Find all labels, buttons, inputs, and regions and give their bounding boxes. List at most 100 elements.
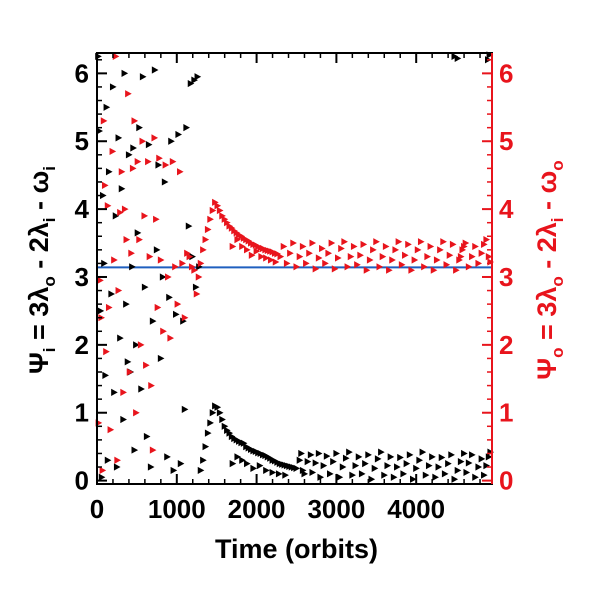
y-tick-label-right: 2 <box>499 330 513 360</box>
data-point-psi_o <box>197 259 205 268</box>
data-point-psi_o <box>398 261 406 269</box>
data-point-psi_o <box>253 247 261 255</box>
data-point-psi_i <box>159 273 167 281</box>
data-point-psi_i <box>229 460 237 468</box>
data-point-psi_i <box>371 464 379 472</box>
data-point-psi_o <box>109 147 117 156</box>
x-tick-label: 2000 <box>228 494 286 524</box>
data-point-psi_i <box>216 409 224 417</box>
data-point-psi_i <box>397 453 404 462</box>
data-point-psi_i <box>117 334 124 342</box>
y-tick-label-left: 2 <box>75 330 89 360</box>
data-point-psi_i <box>219 415 226 424</box>
data-point-psi_i <box>487 448 495 456</box>
data-point-psi_i <box>410 475 417 483</box>
data-point-psi_i <box>177 460 185 468</box>
y-tick-label-left: 1 <box>75 398 89 428</box>
data-point-psi_o <box>136 236 143 244</box>
axis-title-segment: Ψ <box>24 352 54 374</box>
data-point-psi_o <box>123 236 131 244</box>
data-point-psi_o <box>115 286 123 295</box>
data-point-psi_i <box>149 317 157 325</box>
data-point-psi_o <box>315 254 323 262</box>
data-point-psi_i <box>355 453 363 461</box>
axis-title-subscript: o <box>548 276 567 286</box>
data-point-psi_i <box>123 300 130 308</box>
data-point-psi_o <box>111 256 118 264</box>
data-point-psi_i <box>352 462 360 470</box>
data-point-psi_o <box>481 240 488 249</box>
data-point-psi_i <box>192 283 200 291</box>
data-point-psi_o <box>186 253 194 261</box>
data-point-psi_i <box>454 466 462 475</box>
data-point-psi_i <box>187 79 195 88</box>
data-point-psi_o <box>133 409 140 417</box>
data-point-psi_i <box>451 475 459 483</box>
data-point-psi_i <box>226 429 234 437</box>
left-axis: 0 1 2 3 4 5 6 <box>75 58 107 496</box>
data-point-psi_o <box>312 265 320 273</box>
data-point-psi_o <box>389 256 396 264</box>
data-point-psi_i <box>333 449 340 458</box>
data-point-psi_i <box>121 69 129 77</box>
data-point-psi_i <box>134 229 142 237</box>
data-point-psi_i <box>394 463 401 471</box>
axis-title-subscript: i <box>40 217 59 222</box>
axis-title-subscript: o <box>40 276 59 286</box>
data-point-psi_i <box>454 54 462 63</box>
data-point-psi_i <box>155 161 163 169</box>
axis-title-segment: - 2λ <box>24 222 54 276</box>
data-point-psi_i <box>143 432 151 441</box>
data-point-psi_o <box>341 238 348 246</box>
y-tick-label-left: 6 <box>75 58 89 88</box>
data-point-psi_i <box>109 83 117 91</box>
data-point-psi_i <box>307 451 315 459</box>
data-point-psi_i <box>221 422 229 430</box>
data-point-psi_o <box>319 244 326 253</box>
data-point-psi_o <box>293 263 301 271</box>
data-point-psi_i <box>175 130 182 139</box>
data-point-psi_i <box>406 451 414 459</box>
data-point-psi_i <box>323 452 331 460</box>
data-point-psi_i <box>374 455 382 463</box>
data-point-psi_o <box>446 251 454 259</box>
data-point-psi_o <box>449 240 457 249</box>
data-point-psi_i <box>419 448 427 456</box>
data-point-psi_i <box>416 456 423 464</box>
axis-title-subscript: i <box>548 217 567 222</box>
data-point-psi_i <box>194 73 202 81</box>
data-point-psi_o <box>157 256 165 264</box>
data-point-psi_i <box>250 464 258 472</box>
data-point-psi_i <box>282 471 289 479</box>
y-tick-label-right: 4 <box>499 194 514 224</box>
data-point-psi_i <box>263 466 270 475</box>
data-point-psi_i <box>317 473 325 481</box>
data-point-psi_o <box>151 134 159 142</box>
data-point-psi_i <box>239 456 246 464</box>
data-point-psi_i <box>118 185 126 193</box>
data-point-psi_o <box>440 238 447 246</box>
data-point-psi_i <box>422 471 430 479</box>
data-point-psi_i <box>138 385 145 393</box>
data-point-psi_i <box>256 462 264 470</box>
data-point-psi_o <box>299 242 307 251</box>
data-point-psi_i <box>112 212 120 220</box>
data-point-psi_o <box>126 368 134 376</box>
data-point-psi_o <box>376 263 384 271</box>
data-point-psi_o <box>360 240 368 249</box>
data-point-psi_i <box>336 473 344 481</box>
data-point-psi_o <box>120 388 127 396</box>
data-point-psi_i <box>320 462 328 470</box>
data-point-psi_o <box>483 236 491 244</box>
data-point-psi_o <box>430 266 438 274</box>
data-point-psi_o <box>169 157 177 166</box>
data-point-psi_o <box>117 208 124 217</box>
y-axis-title-right: Ψo = 3λo - 2λi - ωo <box>532 160 567 379</box>
data-point-psi_i <box>342 454 350 462</box>
axis-title-subscript: i <box>40 166 59 171</box>
data-point-psi_i <box>183 124 190 132</box>
data-point-psi_o <box>443 261 451 269</box>
data-point-psi_i <box>390 473 398 481</box>
data-point-psi_i <box>200 456 207 464</box>
